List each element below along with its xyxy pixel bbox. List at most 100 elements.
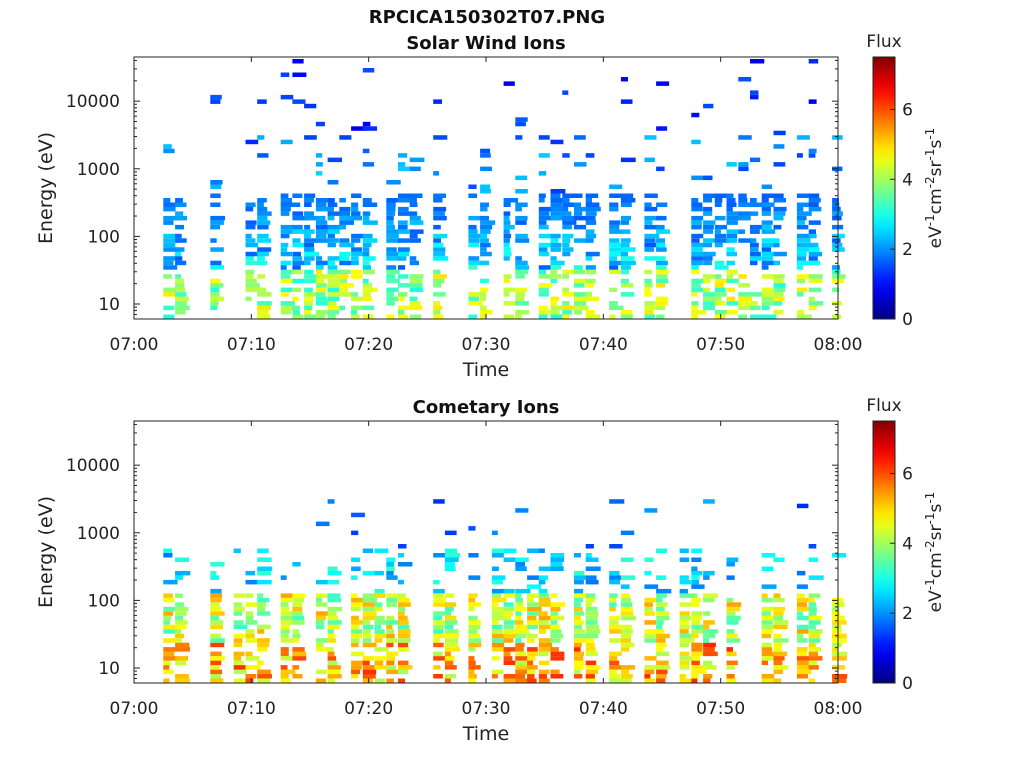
- flux-cell: [574, 606, 583, 612]
- flux-cell: [292, 238, 301, 243]
- colorbar-tick-label: 0: [902, 674, 913, 694]
- flux-cell: [574, 575, 587, 580]
- flux-cell: [362, 305, 375, 311]
- flux-cell: [644, 584, 659, 589]
- flux-cell: [503, 638, 514, 643]
- flux-cell: [362, 233, 373, 239]
- flux-cell: [163, 593, 173, 598]
- flux-cell: [738, 274, 747, 279]
- flux-cell: [315, 292, 326, 297]
- flux-cell: [796, 153, 803, 158]
- flux-cell: [503, 229, 510, 234]
- flux-cell: [409, 193, 423, 198]
- flux-cell: [574, 597, 584, 603]
- flux-cell: [398, 305, 413, 311]
- flux-cell: [245, 220, 257, 225]
- flux-cell: [515, 620, 524, 625]
- flux-cell: [386, 287, 399, 293]
- flux-cell: [163, 265, 178, 270]
- flux-cell: [773, 162, 786, 167]
- flux-cell: [620, 260, 636, 266]
- colorbar-tick-label: 2: [902, 240, 913, 260]
- flux-cell: [773, 593, 781, 598]
- flux-cell: [233, 611, 243, 616]
- flux-cell: [515, 557, 529, 562]
- flux-cell: [691, 602, 700, 607]
- flux-cell: [444, 530, 457, 536]
- flux-cell: [761, 629, 774, 634]
- flux-cell: [773, 144, 785, 149]
- flux-cell: [327, 265, 338, 270]
- flux-cell: [620, 229, 631, 234]
- flux-cell: [398, 624, 410, 630]
- flux-cell: [574, 638, 589, 643]
- flux-cell: [374, 665, 387, 670]
- flux-cell: [574, 615, 581, 621]
- flux-cell: [562, 238, 571, 243]
- flux-cell: [773, 296, 785, 302]
- flux-cell: [703, 175, 713, 181]
- flux-cell: [773, 678, 782, 683]
- flux-cell: [351, 665, 362, 670]
- flux-cell: [808, 602, 817, 607]
- flux-cell: [620, 247, 636, 252]
- flux-cell: [468, 656, 475, 661]
- flux-cell: [808, 611, 817, 616]
- flux-cell: [609, 247, 624, 252]
- flux-cell: [656, 229, 670, 234]
- flux-cell: [796, 274, 812, 279]
- flux-cell: [444, 566, 456, 571]
- flux-cell: [726, 629, 735, 634]
- flux-cell: [292, 597, 305, 603]
- x-tick-label: 08:00: [814, 335, 863, 355]
- flux-cell: [656, 633, 670, 639]
- flux-cell: [620, 278, 629, 284]
- flux-cell: [327, 566, 338, 571]
- flux-cell: [468, 229, 478, 234]
- flux-cell: [362, 162, 375, 167]
- flux-cell: [398, 220, 408, 225]
- flux-cell: [351, 512, 365, 518]
- flux-cell: [398, 638, 411, 643]
- flux-cell: [304, 202, 312, 207]
- flux-cell: [679, 620, 690, 625]
- flux-cell: [503, 242, 510, 248]
- flux-cell: [796, 638, 808, 643]
- flux-cell: [609, 660, 620, 666]
- flux-cell: [562, 287, 569, 293]
- flux-cell: [644, 269, 653, 275]
- flux-cell: [398, 310, 405, 315]
- flux-cell: [527, 669, 536, 675]
- flux-cell: [327, 579, 340, 585]
- flux-cell: [503, 615, 512, 621]
- flux-cell: [210, 305, 218, 311]
- flux-cell: [703, 198, 713, 203]
- flux-cell: [620, 624, 632, 630]
- flux-cell: [351, 247, 363, 252]
- x-tick-label: 08:00: [814, 699, 863, 719]
- flux-cell: [808, 242, 819, 248]
- flux-cell: [257, 548, 269, 553]
- flux-cell: [468, 575, 481, 580]
- flux-cell: [351, 633, 362, 639]
- flux-cell: [292, 202, 301, 207]
- flux-cell: [550, 233, 561, 239]
- flux-cell: [304, 198, 314, 203]
- flux-cell: [398, 153, 408, 158]
- flux-cell: [503, 548, 517, 553]
- flux-cell: [538, 651, 549, 657]
- flux-cell: [257, 629, 265, 634]
- flux-cell: [550, 566, 564, 571]
- flux-cell: [691, 301, 699, 306]
- flux-cell: [644, 678, 656, 683]
- flux-cell: [374, 660, 384, 666]
- flux-cell: [327, 287, 339, 293]
- flux-cell: [480, 251, 492, 257]
- flux-cell: [292, 611, 303, 616]
- flux-cell: [163, 206, 176, 212]
- flux-cell: [304, 296, 314, 302]
- flux-cell: [726, 615, 741, 621]
- colorbar-units-label: eV-1cm-2sr-1s-1: [923, 492, 946, 613]
- flux-cell: [315, 647, 329, 652]
- flux-cell: [620, 292, 635, 297]
